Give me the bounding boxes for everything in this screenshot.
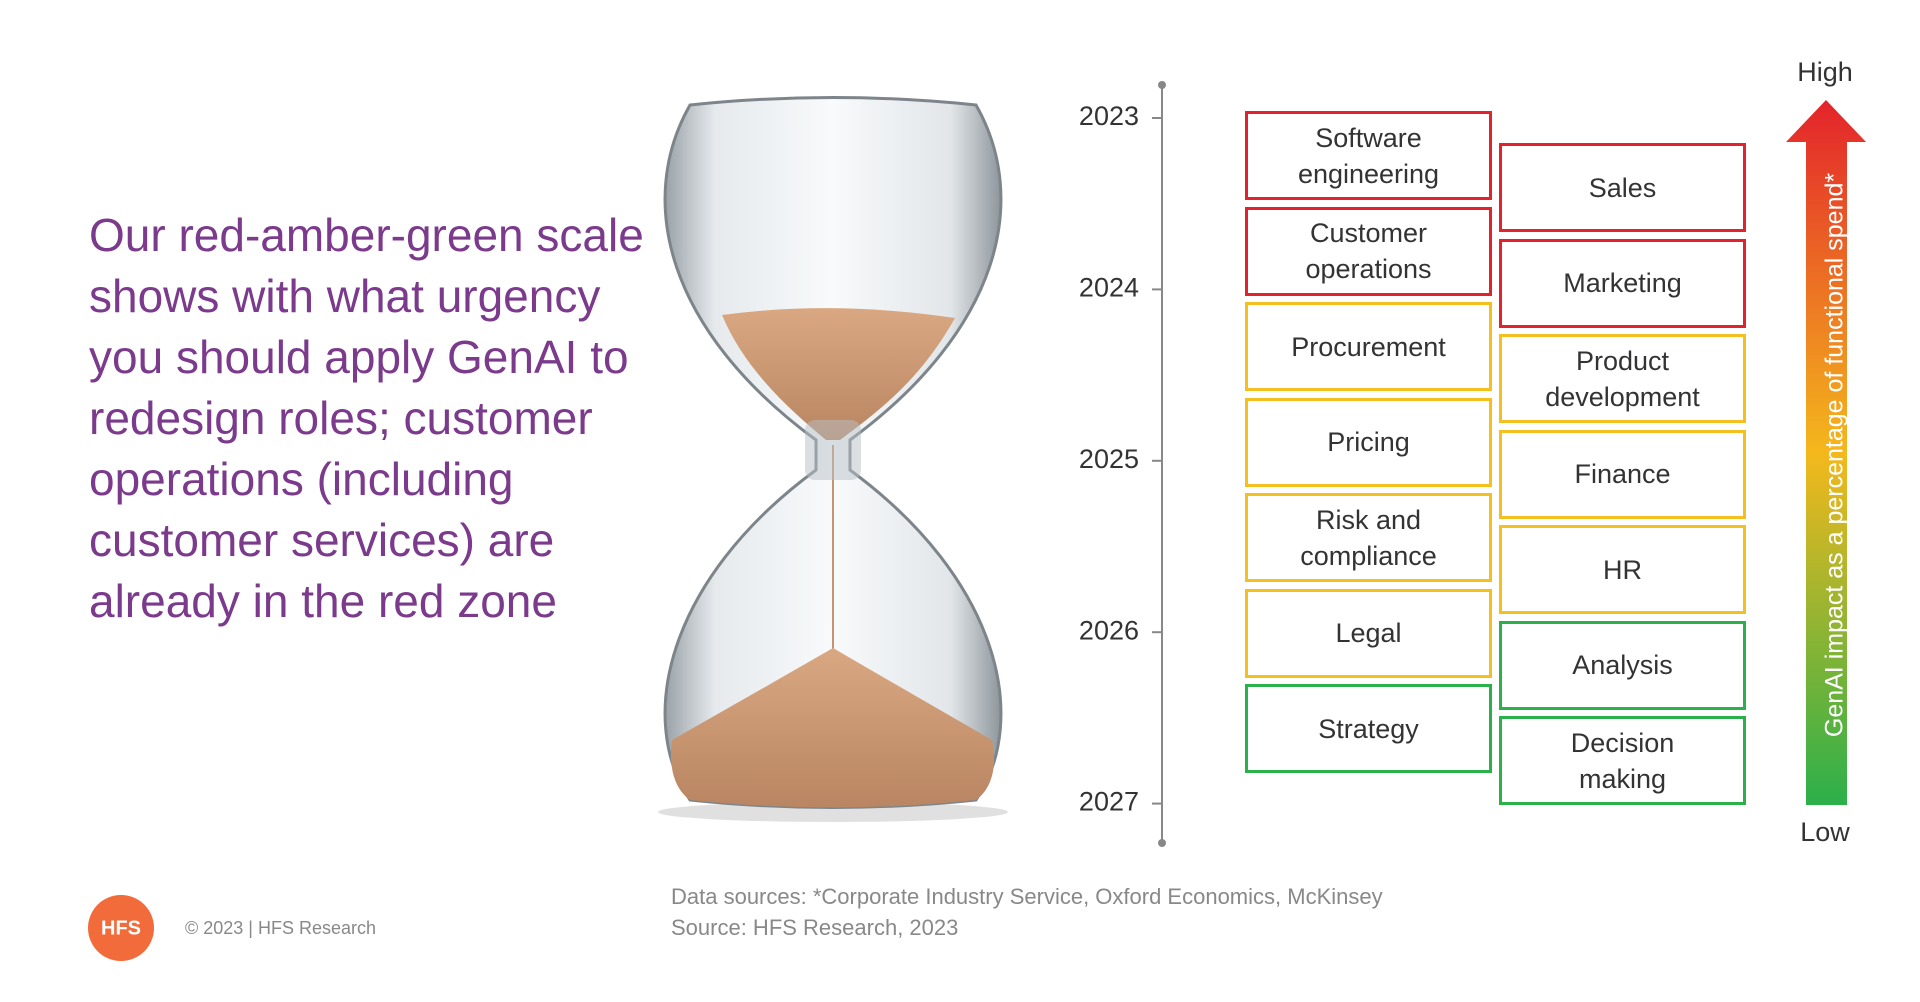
source: Source: HFS Research, 2023 — [671, 915, 959, 940]
scale-arrow: GenAI impact as a percentage of function… — [1786, 100, 1866, 805]
headline: Our red-amber-green scale shows with wha… — [89, 209, 644, 627]
year-label: 2027 — [1079, 787, 1139, 817]
year-label: 2026 — [1079, 615, 1139, 645]
function-box: Product development — [1499, 334, 1746, 423]
function-box: Sales — [1499, 143, 1746, 232]
function-box: Marketing — [1499, 238, 1746, 328]
logo-text: HFS — [101, 917, 141, 939]
function-box: HR — [1499, 525, 1746, 614]
copyright: © 2023 | HFS Research — [185, 918, 376, 938]
function-box: Software engineering — [1245, 111, 1492, 200]
function-box: Risk and compliance — [1245, 493, 1492, 582]
year-labels: 2023 2024 2025 2026 2027 — [1079, 101, 1162, 817]
function-box: Strategy — [1245, 684, 1492, 773]
logo — [88, 895, 154, 961]
timeline-axis — [1158, 81, 1166, 847]
function-box: Legal — [1245, 588, 1492, 678]
function-box: Finance — [1499, 429, 1746, 519]
function-box: Decision making — [1499, 716, 1746, 805]
function-box: Customer operations — [1245, 206, 1492, 296]
hourglass — [658, 96, 1008, 822]
function-box: Pricing — [1245, 397, 1492, 487]
function-box: Analysis — [1499, 620, 1746, 710]
year-label: 2025 — [1079, 444, 1139, 474]
year-label: 2024 — [1079, 273, 1139, 303]
function-box: Procurement — [1245, 302, 1492, 391]
year-label: 2023 — [1079, 101, 1139, 131]
scale-low: Low — [1800, 817, 1850, 847]
scale-high: High — [1797, 57, 1853, 87]
scale-label: GenAI impact as a percentage of function… — [1821, 173, 1849, 738]
data-sources: Data sources: *Corporate Industry Servic… — [671, 884, 1383, 909]
